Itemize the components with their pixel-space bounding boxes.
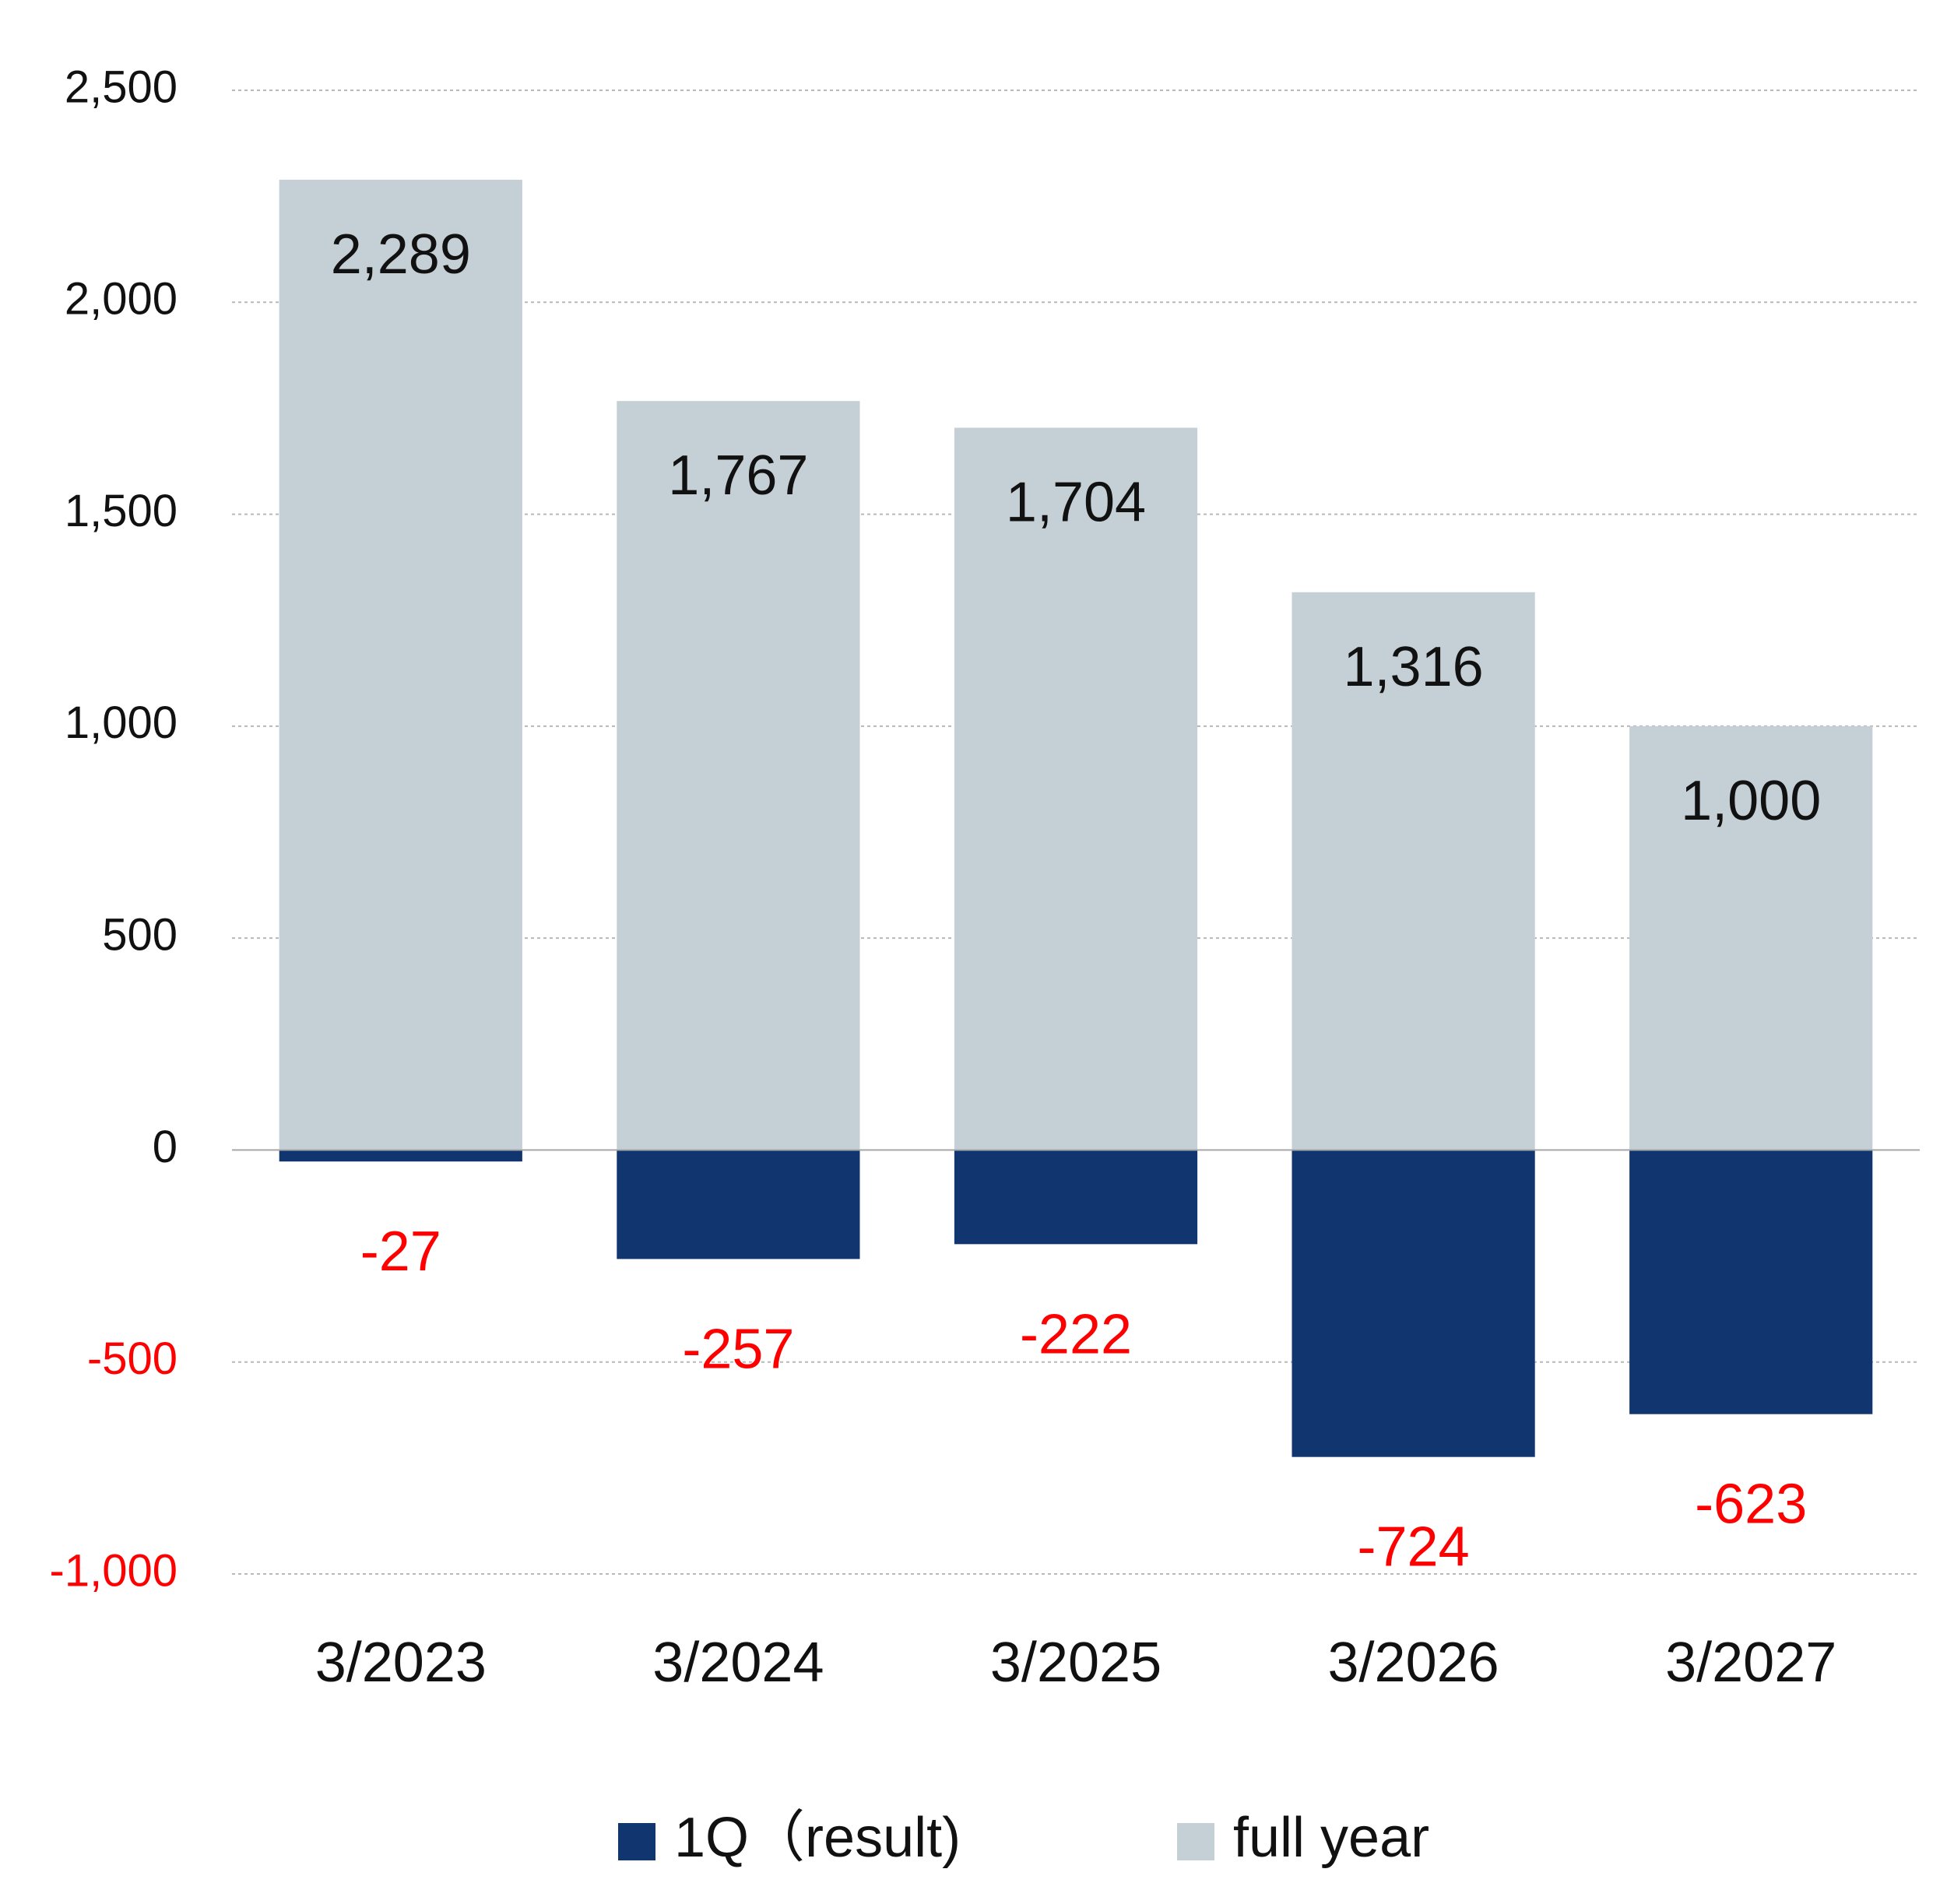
legend-label: 1Q（result)	[674, 1807, 961, 1869]
y-tick-label: 1,500	[65, 486, 177, 536]
bar-full-year	[1629, 725, 1873, 1150]
legend-label: full year	[1233, 1807, 1429, 1869]
data-label-full-year: 1,316	[1344, 636, 1484, 698]
x-category-label: 3/2025	[990, 1632, 1162, 1694]
bar-1q-result	[954, 1150, 1198, 1245]
y-tick-label: 2,000	[65, 274, 177, 325]
bars	[279, 179, 1873, 1457]
legend: 1Q（result) full year	[618, 1807, 1429, 1869]
bar-1q-result	[617, 1150, 860, 1259]
y-axis-ticks: 2,500 2,000 1,500 1,000 500 0 -500 -1,000	[50, 61, 177, 1596]
data-label-1q-result: -27	[360, 1221, 441, 1283]
data-label-1q-result: -222	[1020, 1303, 1132, 1365]
data-label-1q-result: -257	[682, 1318, 794, 1380]
bar-full-year	[617, 401, 860, 1150]
bar-full-year	[279, 179, 522, 1150]
y-tick-label: 2,500	[65, 61, 177, 112]
data-label-full-year: 2,289	[331, 223, 471, 286]
bar-1q-result	[1292, 1150, 1535, 1457]
x-category-label: 3/2024	[652, 1632, 824, 1694]
y-tick-label: 0	[153, 1122, 177, 1172]
bar-1q-result	[279, 1150, 522, 1162]
data-label-1q-result: -724	[1358, 1516, 1470, 1579]
y-tick-label: -1,000	[50, 1545, 177, 1596]
bar-full-year	[954, 427, 1198, 1150]
x-category-label: 3/2026	[1327, 1632, 1499, 1694]
bar-full-year	[1292, 592, 1535, 1150]
legend-swatch	[618, 1823, 655, 1860]
y-tick-label: 1,000	[65, 697, 177, 748]
y-tick-label: 500	[102, 909, 177, 960]
bar-1q-result	[1629, 1150, 1873, 1414]
x-category-label: 3/2023	[315, 1632, 487, 1694]
data-label-full-year: 1,767	[668, 444, 808, 507]
x-category-label: 3/2027	[1665, 1632, 1836, 1694]
data-label-full-year: 1,704	[1006, 471, 1146, 533]
x-axis-categories: 3/2023 3/2024 3/2025 3/2026 3/2027	[315, 1632, 1837, 1694]
legend-swatch	[1177, 1823, 1214, 1860]
data-label-1q-result: -623	[1695, 1474, 1807, 1536]
data-label-full-year: 1,000	[1681, 770, 1821, 832]
y-tick-label: -500	[87, 1333, 177, 1384]
data-labels: 2,289 -27 1,767 -257 1,704 -222 1,316 -724 1,000…	[331, 223, 1822, 1579]
